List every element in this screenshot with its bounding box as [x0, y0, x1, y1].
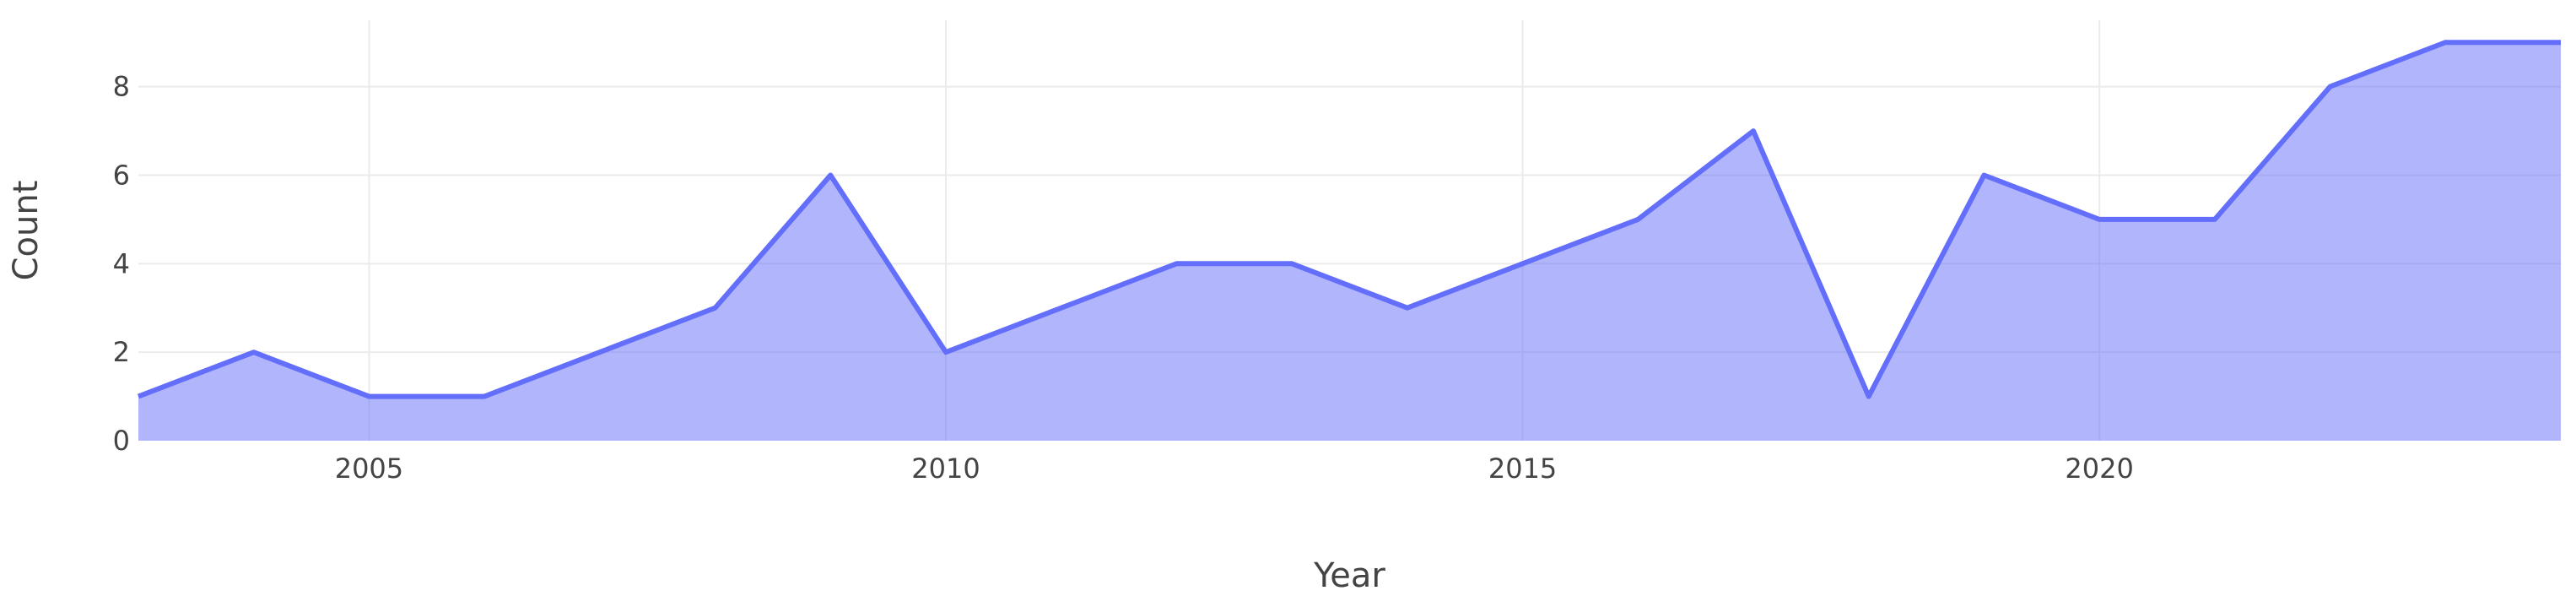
- x-tick-label: 2010: [911, 453, 980, 485]
- x-tick-label: 2020: [2065, 453, 2133, 485]
- tick-layer: 0 2 4 6 8 2005 2010 2015 2020: [113, 71, 2134, 485]
- x-tick-label: 2005: [335, 453, 403, 485]
- y-tick-label: 2: [113, 336, 130, 368]
- y-tick-label: 0: [113, 425, 130, 457]
- y-tick-label: 8: [113, 71, 130, 103]
- y-tick-label: 4: [113, 247, 130, 279]
- x-tick-label: 2015: [1488, 453, 1557, 485]
- y-tick-label: 6: [113, 159, 130, 191]
- series-layer: [137, 40, 2562, 441]
- series-area-fill: [138, 42, 2561, 441]
- x-axis-title: Year: [1313, 556, 1385, 595]
- y-axis-title: Count: [7, 181, 46, 281]
